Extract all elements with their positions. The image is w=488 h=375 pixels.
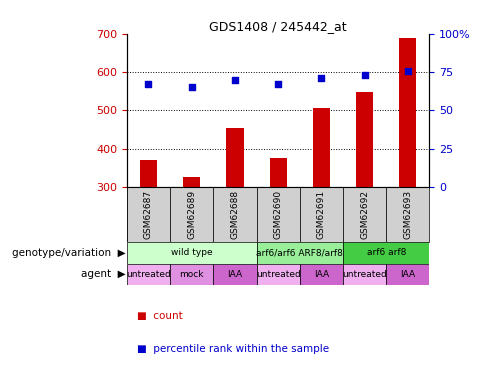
Text: ■  count: ■ count xyxy=(137,311,183,321)
Point xyxy=(144,81,152,87)
Text: wild type: wild type xyxy=(171,248,213,257)
Text: GSM62692: GSM62692 xyxy=(360,190,369,239)
Point xyxy=(318,75,325,81)
Text: arf6/arf6 ARF8/arf8: arf6/arf6 ARF8/arf8 xyxy=(256,248,343,257)
Text: IAA: IAA xyxy=(227,270,243,279)
Bar xyxy=(257,187,300,242)
Bar xyxy=(127,242,257,264)
Text: untreated: untreated xyxy=(342,270,387,279)
Bar xyxy=(386,187,429,242)
Bar xyxy=(183,177,201,187)
Bar xyxy=(343,242,429,264)
Text: arf6 arf8: arf6 arf8 xyxy=(366,248,406,257)
Point xyxy=(231,77,239,83)
Bar xyxy=(213,264,257,285)
Point xyxy=(274,81,282,87)
Text: GSM62693: GSM62693 xyxy=(403,190,412,239)
Text: ■  percentile rank within the sample: ■ percentile rank within the sample xyxy=(137,345,329,354)
Text: GSM62691: GSM62691 xyxy=(317,190,326,239)
Bar xyxy=(399,38,416,187)
Bar xyxy=(386,264,429,285)
Text: untreated: untreated xyxy=(126,270,171,279)
Text: GSM62690: GSM62690 xyxy=(274,190,283,239)
Point xyxy=(188,84,196,90)
Bar xyxy=(257,242,343,264)
Text: GSM62688: GSM62688 xyxy=(230,190,240,239)
Point xyxy=(404,68,412,74)
Bar xyxy=(300,264,343,285)
Text: genotype/variation  ▶: genotype/variation ▶ xyxy=(12,248,126,258)
Bar xyxy=(257,264,300,285)
Bar xyxy=(356,92,373,187)
Point xyxy=(361,72,368,78)
Text: GSM62689: GSM62689 xyxy=(187,190,196,239)
Bar xyxy=(300,187,343,242)
Bar xyxy=(313,108,330,187)
Bar xyxy=(127,187,170,242)
Bar xyxy=(343,187,386,242)
Bar xyxy=(343,264,386,285)
Bar xyxy=(170,264,213,285)
Title: GDS1408 / 245442_at: GDS1408 / 245442_at xyxy=(209,20,347,33)
Bar xyxy=(127,264,170,285)
Bar xyxy=(226,128,244,187)
Text: mock: mock xyxy=(180,270,204,279)
Bar xyxy=(269,158,287,187)
Bar xyxy=(213,187,257,242)
Text: IAA: IAA xyxy=(314,270,329,279)
Text: untreated: untreated xyxy=(256,270,301,279)
Bar xyxy=(170,187,213,242)
Bar xyxy=(140,160,157,187)
Text: agent  ▶: agent ▶ xyxy=(81,269,126,279)
Text: IAA: IAA xyxy=(400,270,415,279)
Text: GSM62687: GSM62687 xyxy=(144,190,153,239)
